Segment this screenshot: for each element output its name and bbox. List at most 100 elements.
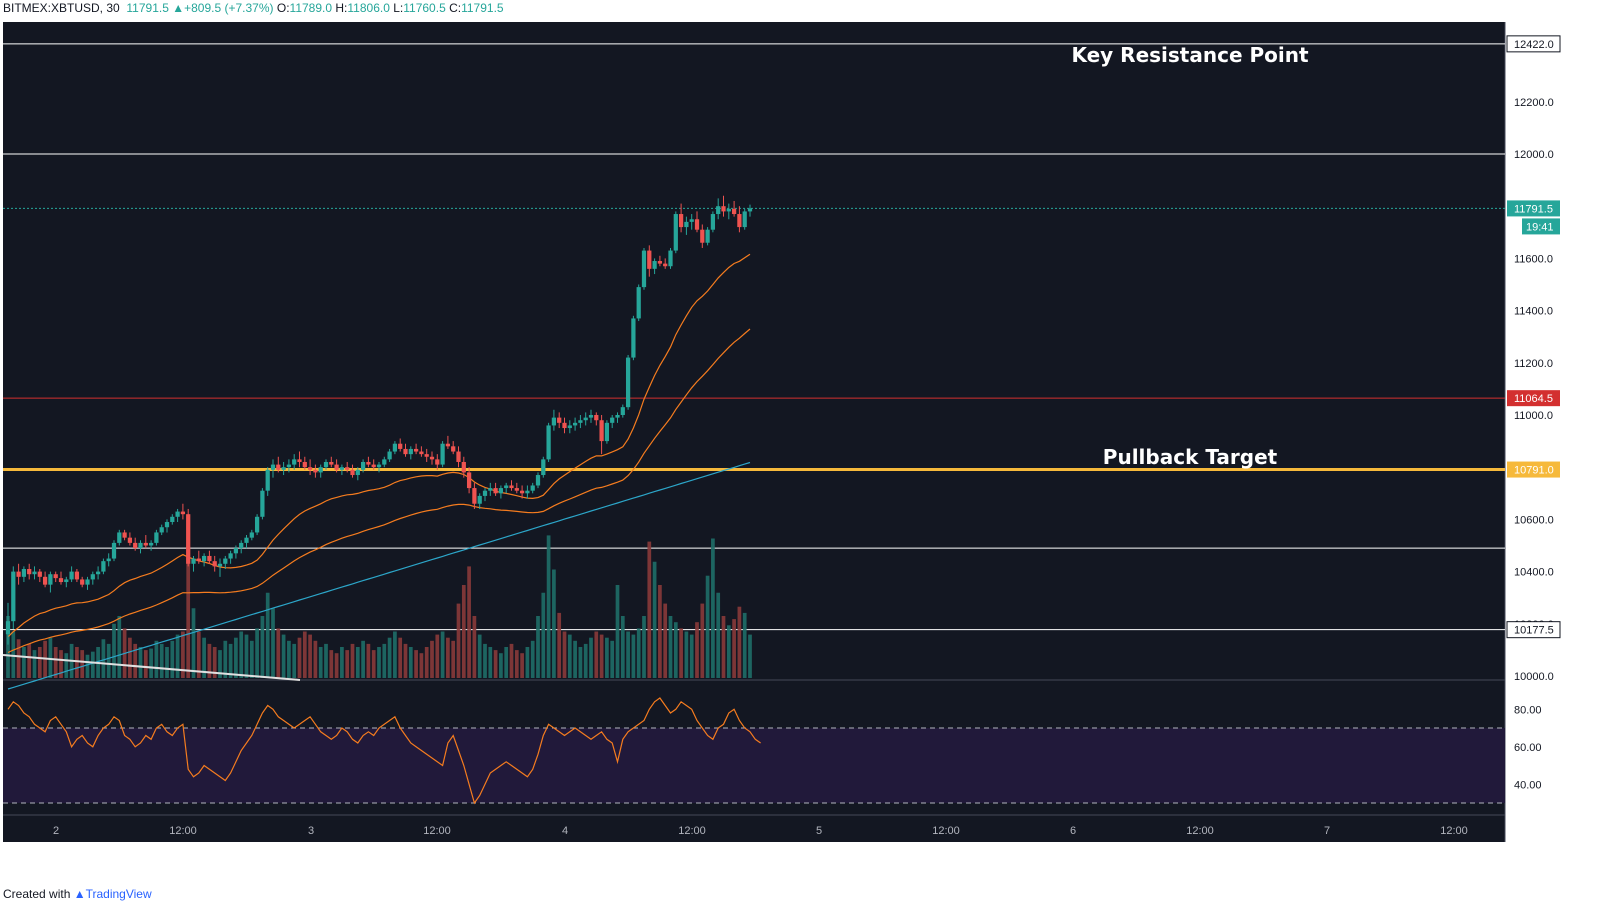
price-level-badge xyxy=(1506,35,1561,53)
tradingview-link[interactable]: TradingView xyxy=(85,887,152,901)
candle xyxy=(466,467,472,494)
volume-bar xyxy=(610,640,615,678)
volume-bar xyxy=(499,653,503,678)
symbol-label: BITMEX:XBTUSD, 30 xyxy=(3,1,120,15)
up-arrow-icon: ▲ xyxy=(172,1,185,15)
candle xyxy=(117,529,122,546)
rsi-line xyxy=(7,697,761,805)
volume-bar xyxy=(22,647,26,678)
volume-bar xyxy=(546,535,551,678)
candle xyxy=(32,566,37,580)
candle xyxy=(69,566,74,583)
tradingview-logo-icon: ▲ xyxy=(73,887,86,901)
candle xyxy=(249,529,254,541)
candle xyxy=(254,514,260,536)
candle xyxy=(445,435,451,449)
volume-bar xyxy=(393,631,397,678)
close-value: 11791.5 xyxy=(461,1,504,15)
volume-bar xyxy=(133,643,138,678)
volume-bar xyxy=(520,653,524,678)
volume-bar xyxy=(355,647,360,678)
volume-bar xyxy=(573,640,577,678)
volume-bar xyxy=(562,631,567,678)
candle xyxy=(323,459,329,470)
open-value: 11789.0 xyxy=(289,1,333,15)
candle xyxy=(657,255,663,267)
candle xyxy=(689,214,694,230)
price-pane xyxy=(3,22,1505,680)
candle xyxy=(223,555,228,569)
volume-bar xyxy=(620,616,625,678)
volume-bar xyxy=(419,653,424,678)
candle xyxy=(726,203,731,220)
candle xyxy=(594,412,599,426)
volume-bar xyxy=(292,643,297,678)
volume-bar xyxy=(234,637,238,678)
candle xyxy=(53,571,58,583)
candle xyxy=(355,467,360,481)
price-level-badge xyxy=(1507,461,1560,478)
time-tick-label: 12:00 xyxy=(423,825,451,837)
volume-bar xyxy=(509,643,514,678)
time-tick-label: 12:00 xyxy=(932,825,960,837)
candle xyxy=(148,540,154,551)
price-level-badge xyxy=(1507,390,1560,407)
candle xyxy=(742,208,747,230)
volume-bar xyxy=(541,592,546,678)
volume-bar xyxy=(324,643,328,678)
chart-annotation: Pullback Target xyxy=(1103,445,1278,469)
low-label: L: xyxy=(393,1,404,15)
volume-bar xyxy=(191,608,196,678)
candle xyxy=(472,482,477,509)
volume-bar xyxy=(456,603,461,678)
candle xyxy=(514,482,519,494)
volume-bar xyxy=(695,622,699,678)
candle xyxy=(21,566,27,583)
candle xyxy=(90,571,95,585)
volume-bar xyxy=(143,650,148,678)
candle xyxy=(16,563,21,585)
volume-bar xyxy=(483,643,487,678)
volume-bar xyxy=(239,631,244,678)
candle xyxy=(546,422,551,462)
candle xyxy=(477,493,482,509)
volume-bar xyxy=(186,546,191,678)
candle xyxy=(37,568,42,583)
volume-bar xyxy=(732,619,736,678)
candle xyxy=(525,485,530,499)
price-tick-label: 10000.0 xyxy=(1514,671,1554,683)
volume-bar xyxy=(382,643,387,678)
price-level-badge xyxy=(1506,621,1561,639)
candle xyxy=(625,354,631,410)
candle xyxy=(716,198,721,220)
candle xyxy=(80,576,85,588)
candle xyxy=(408,446,413,460)
volume-bar xyxy=(175,634,180,678)
volume-bar xyxy=(673,622,678,678)
price-tick-label: 11600.0 xyxy=(1514,253,1553,265)
volume-bar xyxy=(493,650,498,678)
candle xyxy=(339,464,345,476)
volume-bar xyxy=(605,637,609,678)
volume-bar xyxy=(711,538,715,678)
volume-bar xyxy=(255,628,259,678)
time-tick-label: 12:00 xyxy=(678,825,706,837)
candle xyxy=(106,553,111,567)
volume-bar xyxy=(424,647,429,678)
volume-bar xyxy=(371,650,376,678)
volume-bar xyxy=(626,631,630,678)
volume-bar xyxy=(112,623,116,678)
candle xyxy=(398,438,403,452)
candle xyxy=(307,459,313,476)
created-with-label: Created with xyxy=(3,887,71,901)
volume-bar xyxy=(85,654,90,678)
volume-bar xyxy=(165,647,169,678)
rsi-band xyxy=(3,728,1505,803)
price-tick-label: 10600.0 xyxy=(1514,514,1554,526)
candle xyxy=(562,417,567,434)
candle xyxy=(678,203,684,233)
price-level-label: 12422.0 xyxy=(1514,39,1554,51)
candle xyxy=(615,412,620,423)
time-tick-label: 3 xyxy=(308,825,314,837)
